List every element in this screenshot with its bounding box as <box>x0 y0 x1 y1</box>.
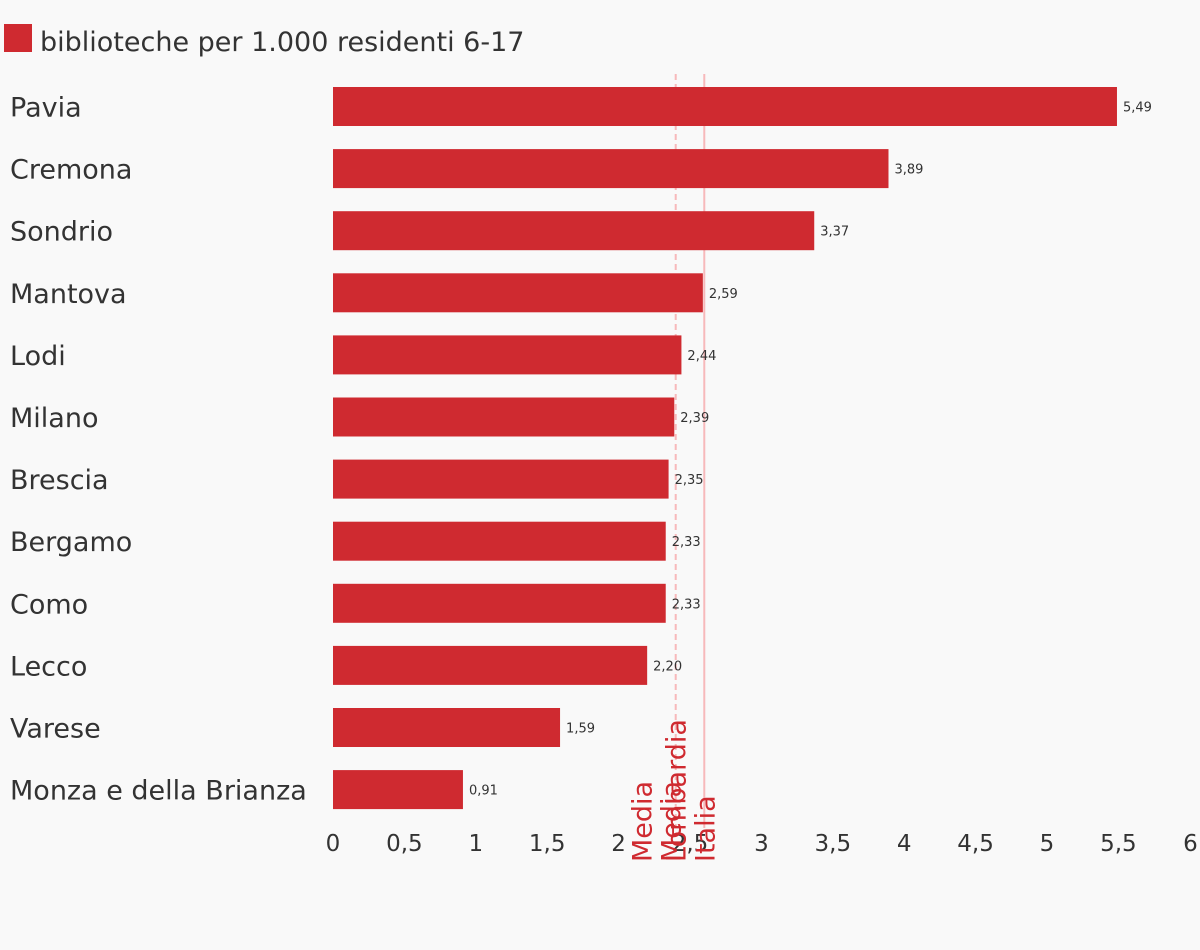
legend-label: biblioteche per 1.000 residenti 6-17 <box>40 27 524 58</box>
value-label: 5,49 <box>1123 101 1152 116</box>
bar <box>333 645 648 685</box>
category-label: Cremona <box>10 155 132 186</box>
tick-label: 1,5 <box>529 831 566 857</box>
bar <box>333 708 561 747</box>
legend: biblioteche per 1.000 residenti 6-17 <box>4 24 524 58</box>
category-label: Pavia <box>10 93 82 124</box>
x-axis: 0 0,5 1 1,5 2 2,5 3 3,5 4 4,5 5 5,5 6 <box>326 831 1198 857</box>
tick-label: 5 <box>1040 831 1055 857</box>
bar <box>333 459 669 499</box>
bar <box>333 335 682 375</box>
value-label: 2,20 <box>653 659 682 674</box>
bar <box>333 583 666 623</box>
value-label: 2,33 <box>672 535 701 550</box>
reference-line-label: Media Italia <box>656 781 721 862</box>
tick-label: 3 <box>754 831 769 857</box>
tick-label: 2 <box>611 831 626 857</box>
legend-swatch <box>4 24 32 52</box>
bars <box>333 87 1117 810</box>
category-label: Milano <box>10 403 98 434</box>
bar <box>333 397 675 437</box>
tick-label: 2,5 <box>672 831 709 857</box>
tick-label: 4 <box>897 831 912 857</box>
tick-label: 4,5 <box>957 831 994 857</box>
category-label: Lecco <box>10 651 87 682</box>
tick-label: 0 <box>326 831 341 857</box>
category-label: Monza e della Brianza <box>10 776 307 807</box>
bar <box>333 211 815 251</box>
category-labels: Pavia Cremona Sondrio Mantova Lodi Milano Bres… <box>10 93 307 807</box>
bar <box>333 149 889 189</box>
value-labels: 5,49 3,89 3,37 2,59 2,44 2,39 2,35 2,33 2,33 2,20… <box>469 101 1152 799</box>
value-label: 2,35 <box>675 473 704 488</box>
bar <box>333 521 666 561</box>
category-label: Brescia <box>10 465 109 496</box>
tick-label: 3,5 <box>815 831 852 857</box>
category-label: Lodi <box>10 341 66 372</box>
tick-label: 1 <box>468 831 483 857</box>
value-label: 3,89 <box>894 163 923 178</box>
value-label: 2,39 <box>680 411 709 426</box>
tick-label: 6 <box>1183 831 1198 857</box>
bar <box>333 273 703 313</box>
value-label: 2,33 <box>672 597 701 612</box>
category-label: Varese <box>10 714 101 745</box>
value-label: 0,91 <box>469 784 498 799</box>
category-label: Mantova <box>10 279 127 310</box>
reference-line-label: Media Lombardia <box>628 719 693 862</box>
category-label: Bergamo <box>10 527 132 558</box>
tick-label: 5,5 <box>1100 831 1137 857</box>
tick-label: 0,5 <box>386 831 423 857</box>
value-label: 2,44 <box>687 349 716 364</box>
bar <box>333 770 463 810</box>
bar <box>333 87 1117 126</box>
category-label: Como <box>10 589 88 620</box>
value-label: 2,59 <box>709 287 738 302</box>
category-label: Sondrio <box>10 217 113 248</box>
value-label: 3,37 <box>820 225 849 240</box>
value-label: 1,59 <box>566 722 595 737</box>
reference-lines <box>674 74 706 828</box>
